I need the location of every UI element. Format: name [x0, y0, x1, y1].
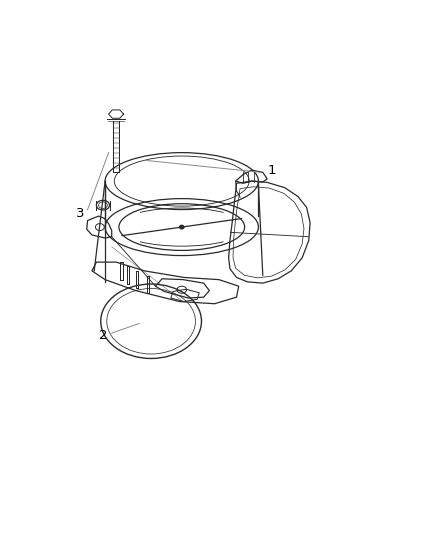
Ellipse shape: [180, 225, 184, 229]
Text: 2: 2: [99, 329, 107, 342]
Text: 3: 3: [76, 207, 85, 220]
Text: 1: 1: [267, 164, 276, 176]
